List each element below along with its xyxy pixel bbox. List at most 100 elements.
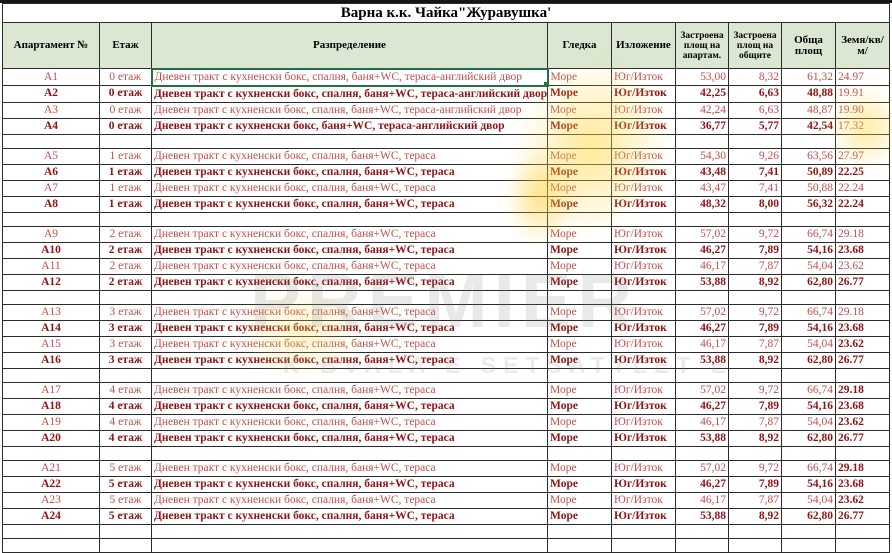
- cell-A17-exposure[interactable]: Юг/Изток: [611, 381, 676, 399]
- cell-A17-land[interactable]: 29.18: [835, 381, 890, 399]
- empty-cell[interactable]: [611, 289, 676, 305]
- cell-A23-total[interactable]: 54,04: [781, 491, 836, 509]
- empty-cell[interactable]: [675, 211, 729, 227]
- cell-A2-land[interactable]: 19.91: [835, 85, 890, 103]
- cell-A1-common[interactable]: 8,32: [728, 68, 782, 86]
- cell-A22-floor[interactable]: 5 етаж: [99, 475, 152, 493]
- empty-cell[interactable]: [151, 133, 548, 149]
- cell-A16-common[interactable]: 8,92: [728, 351, 782, 369]
- cell-A10-layout[interactable]: Дневен тракт с кухненски бокс, спалня, б…: [151, 241, 548, 259]
- cell-A3-common[interactable]: 6,63: [728, 101, 782, 119]
- cell-A15-layout[interactable]: Дневен тракт с кухненски бокс, спалня, б…: [151, 335, 548, 353]
- cell-A24-built[interactable]: 53,88: [675, 507, 729, 525]
- cell-A22-total[interactable]: 54,16: [781, 475, 836, 493]
- column-header-land[interactable]: Земя/кв/м/: [835, 22, 890, 69]
- cell-A9-common[interactable]: 9,72: [728, 225, 782, 243]
- empty-cell[interactable]: [99, 133, 152, 149]
- cell-A18-view[interactable]: Море: [547, 397, 612, 415]
- cell-A5-view[interactable]: Море: [547, 147, 612, 165]
- cell-A18-built[interactable]: 46,27: [675, 397, 729, 415]
- empty-cell[interactable]: [151, 289, 548, 305]
- column-header-built[interactable]: Застроена площ на апартам.: [675, 22, 729, 69]
- empty-cell[interactable]: [728, 133, 782, 149]
- cell-A6-apt[interactable]: A6: [2, 163, 100, 181]
- cell-A12-layout[interactable]: Дневен тракт с кухненски бокс, спалня, б…: [151, 273, 548, 291]
- empty-cell[interactable]: [151, 523, 548, 539]
- empty-cell[interactable]: [611, 523, 676, 539]
- cell-A10-exposure[interactable]: Юг/Изток: [611, 241, 676, 259]
- empty-cell[interactable]: [781, 523, 836, 539]
- cell-A18-apt[interactable]: A18: [2, 397, 100, 415]
- cell-A8-total[interactable]: 56,32: [781, 195, 836, 213]
- cell-A16-built[interactable]: 53,88: [675, 351, 729, 369]
- cell-A13-built[interactable]: 57,02: [675, 303, 729, 321]
- empty-cell[interactable]: [99, 523, 152, 539]
- cell-A17-view[interactable]: Море: [547, 381, 612, 399]
- cell-A7-land[interactable]: 22.24: [835, 179, 890, 197]
- cell-A24-exposure[interactable]: Юг/Изток: [611, 507, 676, 525]
- cell-A11-land[interactable]: 23.62: [835, 257, 890, 275]
- cell-A4-total[interactable]: 42,54: [781, 117, 836, 135]
- cell-A2-layout[interactable]: Дневен тракт с кухненски бокс, спалня, б…: [151, 85, 548, 103]
- cell-A16-land[interactable]: 26.77: [835, 351, 890, 369]
- cell-A23-common[interactable]: 7,87: [728, 491, 782, 509]
- cell-A5-floor[interactable]: 1 етаж: [99, 147, 152, 165]
- cell-A16-layout[interactable]: Дневен тракт с кухненски бокс, спалня, б…: [151, 351, 548, 369]
- cell-A18-common[interactable]: 7,89: [728, 397, 782, 415]
- cell-A1-layout[interactable]: Дневен тракт с кухненски бокс, спалня, б…: [150, 67, 549, 87]
- cell-A11-total[interactable]: 54,04: [781, 257, 836, 275]
- cell-A10-floor[interactable]: 2 етаж: [99, 241, 152, 259]
- empty-cell[interactable]: [2, 367, 100, 383]
- cell-A18-layout[interactable]: Дневен тракт с кухненски бокс, спалня, б…: [151, 397, 548, 415]
- cell-A21-land[interactable]: 29.18: [835, 459, 890, 477]
- cell-A20-apt[interactable]: A20: [2, 429, 100, 447]
- empty-cell[interactable]: [728, 445, 782, 461]
- cell-A14-land[interactable]: 23.68: [835, 319, 890, 337]
- cell-A7-exposure[interactable]: Юг/Изток: [611, 179, 676, 197]
- cell-A11-layout[interactable]: Дневен тракт с кухненски бокс, спалня, б…: [151, 257, 548, 275]
- empty-cell[interactable]: [99, 211, 152, 227]
- cell-A15-view[interactable]: Море: [547, 335, 612, 353]
- cell-A14-layout[interactable]: Дневен тракт с кухненски бокс, спалня, б…: [151, 319, 548, 337]
- cell-A4-built[interactable]: 36,77: [675, 117, 729, 135]
- cell-A9-layout[interactable]: Дневен тракт с кухненски бокс, спалня, б…: [151, 225, 548, 243]
- cell-A13-apt[interactable]: A13: [2, 303, 100, 321]
- cell-A12-apt[interactable]: A12: [2, 273, 100, 291]
- empty-cell[interactable]: [2, 211, 100, 227]
- cell-A12-exposure[interactable]: Юг/Изток: [611, 273, 676, 291]
- cell-A12-view[interactable]: Море: [547, 273, 612, 291]
- cell-A6-total[interactable]: 50,89: [781, 163, 836, 181]
- empty-cell[interactable]: [835, 133, 890, 149]
- cell-A10-built[interactable]: 46,27: [675, 241, 729, 259]
- cell-A6-view[interactable]: Море: [547, 163, 612, 181]
- cell-A9-view[interactable]: Море: [547, 225, 612, 243]
- empty-cell[interactable]: [728, 211, 782, 227]
- cell-A6-built[interactable]: 43,48: [675, 163, 729, 181]
- empty-cell[interactable]: [675, 523, 729, 539]
- cell-A12-floor[interactable]: 2 етаж: [99, 273, 152, 291]
- cell-A4-land[interactable]: 17.32: [835, 117, 890, 135]
- cell-A17-apt[interactable]: A17: [2, 381, 100, 399]
- cell-A17-common[interactable]: 9,72: [728, 381, 782, 399]
- cell-A22-apt[interactable]: A22: [2, 475, 100, 493]
- cell-A13-total[interactable]: 66,74: [781, 303, 836, 321]
- cell-A15-apt[interactable]: A15: [2, 335, 100, 353]
- cell-A11-apt[interactable]: A11: [2, 257, 100, 275]
- cell-A12-built[interactable]: 53,88: [675, 273, 729, 291]
- cell-A1-apt[interactable]: A1: [2, 68, 100, 86]
- cell-A13-common[interactable]: 9,72: [728, 303, 782, 321]
- empty-cell[interactable]: [547, 211, 612, 227]
- cell-A19-view[interactable]: Море: [547, 413, 612, 431]
- cell-A8-exposure[interactable]: Юг/Изток: [611, 195, 676, 213]
- cell-A19-total[interactable]: 54,04: [781, 413, 836, 431]
- empty-cell[interactable]: [151, 211, 548, 227]
- cell-A14-apt[interactable]: A14: [2, 319, 100, 337]
- cell-A1-exposure[interactable]: Юг/Изток: [611, 68, 676, 86]
- cell-A8-built[interactable]: 48,32: [675, 195, 729, 213]
- cell-A16-total[interactable]: 62,80: [781, 351, 836, 369]
- cell-A23-view[interactable]: Море: [547, 491, 612, 509]
- cell-A6-exposure[interactable]: Юг/Изток: [611, 163, 676, 181]
- cell-A9-floor[interactable]: 2 етаж: [99, 225, 152, 243]
- cell-A10-land[interactable]: 23.68: [835, 241, 890, 259]
- cell-A18-exposure[interactable]: Юг/Изток: [611, 397, 676, 415]
